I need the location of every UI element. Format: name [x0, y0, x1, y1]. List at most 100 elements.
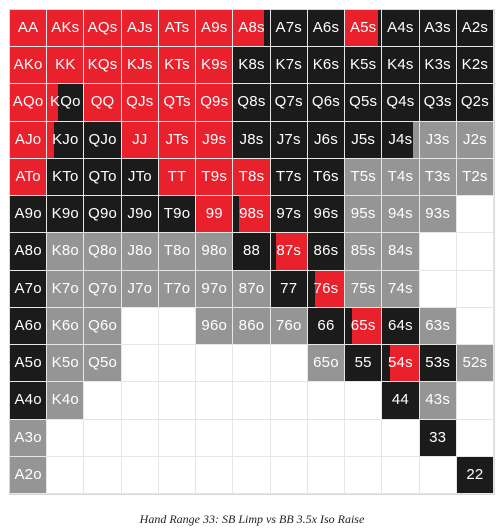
- hand-label: JTs: [165, 131, 188, 148]
- hand-label: A2o: [14, 466, 41, 483]
- hand-label: J7o: [127, 280, 152, 297]
- hand-label: 96o: [201, 317, 227, 334]
- hand-cell-empty: [84, 382, 121, 419]
- hand-label: QTs: [163, 93, 190, 110]
- hand-cell-QTo: QTo: [84, 159, 121, 196]
- hand-cell-QTs: QTs: [159, 84, 196, 121]
- hand-cell-JTo: JTo: [122, 159, 159, 196]
- hand-label: KQo: [50, 93, 81, 110]
- hand-label: JTo: [128, 168, 152, 185]
- hand-cell-Q4s: Q4s: [382, 84, 419, 121]
- hand-label: 74s: [388, 280, 413, 297]
- hand-label: 87o: [239, 280, 265, 297]
- hand-label: A6o: [14, 317, 41, 334]
- hand-cell-QJo: QJo: [84, 122, 121, 159]
- hand-cell-empty: [345, 457, 382, 494]
- hand-label: 76o: [276, 317, 302, 334]
- hand-cell-J4s: J4s: [382, 122, 419, 159]
- hand-cell-A8s: A8s: [233, 10, 270, 47]
- hand-cell-97o: 97o: [196, 271, 233, 308]
- hand-label: Q9o: [88, 205, 117, 222]
- hand-label: 88: [243, 242, 260, 259]
- hand-cell-KJo: KJo: [47, 122, 84, 159]
- hand-cell-ATs: ATs: [159, 10, 196, 47]
- figure-caption: Hand Range 33: SB Limp vs BB 3.5x Iso Ra…: [0, 512, 504, 527]
- hand-cell-empty: [457, 233, 494, 270]
- hand-label: T7o: [164, 280, 190, 297]
- hand-label: 97s: [276, 205, 301, 222]
- hand-label: K5o: [52, 354, 79, 371]
- hand-label: 85s: [351, 242, 376, 259]
- hand-cell-K5o: K5o: [47, 345, 84, 382]
- hand-label: K8s: [238, 56, 264, 73]
- hand-label: QTo: [89, 168, 117, 185]
- hand-cell-K8o: K8o: [47, 233, 84, 270]
- hand-cell-65o: 65o: [308, 345, 345, 382]
- hand-cell-empty: [233, 457, 270, 494]
- hand-cell-K7o: K7o: [47, 271, 84, 308]
- hand-cell-empty: [420, 271, 457, 308]
- hand-cell-AJo: AJo: [10, 122, 47, 159]
- hand-range-grid: AA AKs AQs AJs ATs A9s A8s A7s A6s A5s A4s A3s A2s AK…: [10, 10, 494, 494]
- hand-cell-empty: [159, 345, 196, 382]
- hand-label: 86s: [314, 242, 339, 259]
- hand-cell-K6o: K6o: [47, 308, 84, 345]
- hand-cell-fill: [233, 196, 238, 232]
- hand-label: J2s: [463, 131, 487, 148]
- hand-label: KQs: [88, 56, 118, 73]
- hand-label: KK: [55, 56, 75, 73]
- hand-label: AA: [18, 19, 38, 36]
- hand-cell-empty: [122, 345, 159, 382]
- hand-cell-J8o: J8o: [122, 233, 159, 270]
- hand-label: T5s: [350, 168, 376, 185]
- hand-label: 87s: [276, 242, 301, 259]
- hand-label: J5s: [351, 131, 375, 148]
- hand-cell-K7s: K7s: [271, 47, 308, 84]
- hand-cell-KTo: KTo: [47, 159, 84, 196]
- hand-cell-empty: [271, 420, 308, 457]
- hand-cell-QQ: QQ: [84, 84, 121, 121]
- hand-label: K3s: [424, 56, 450, 73]
- hand-cell-K5s: K5s: [345, 47, 382, 84]
- hand-label: K7s: [275, 56, 301, 73]
- hand-cell-A7o: A7o: [10, 271, 47, 308]
- hand-label: Q9s: [200, 93, 228, 110]
- hand-cell-empty: [122, 457, 159, 494]
- hand-label: Q7o: [88, 280, 117, 297]
- hand-cell-empty: [457, 308, 494, 345]
- hand-cell-A3s: A3s: [420, 10, 457, 47]
- hand-cell-84s: 84s: [382, 233, 419, 270]
- hand-cell-ATo: ATo: [10, 159, 47, 196]
- hand-cell-97s: 97s: [271, 196, 308, 233]
- hand-cell-J3s: J3s: [420, 122, 457, 159]
- hand-cell-43s: 43s: [420, 382, 457, 419]
- hand-cell-K8s: K8s: [233, 47, 270, 84]
- hand-label: 96s: [314, 205, 339, 222]
- hand-cell-86s: 86s: [308, 233, 345, 270]
- hand-cell-A6o: A6o: [10, 308, 47, 345]
- hand-label: QQ: [91, 93, 115, 110]
- hand-label: AKo: [14, 56, 43, 73]
- hand-cell-44: 44: [382, 382, 419, 419]
- hand-cell-empty: [420, 233, 457, 270]
- hand-cell-empty: [345, 382, 382, 419]
- hand-cell-empty: [159, 382, 196, 419]
- hand-cell-Q5s: Q5s: [345, 84, 382, 121]
- hand-cell-T5s: T5s: [345, 159, 382, 196]
- hand-cell-93s: 93s: [420, 196, 457, 233]
- hand-label: K6s: [313, 56, 339, 73]
- hand-label: KJo: [52, 131, 78, 148]
- hand-cell-JJ: JJ: [122, 122, 159, 159]
- hand-cell-empty: [122, 420, 159, 457]
- hand-cell-76o: 76o: [271, 308, 308, 345]
- hand-cell-empty: [159, 457, 196, 494]
- hand-label: 75s: [351, 280, 376, 297]
- hand-label: Q8s: [237, 93, 265, 110]
- hand-cell-74s: 74s: [382, 271, 419, 308]
- hand-label: 65o: [313, 354, 339, 371]
- hand-label: JJ: [132, 131, 147, 148]
- hand-cell-empty: [457, 271, 494, 308]
- hand-cell-T4s: T4s: [382, 159, 419, 196]
- hand-cell-Q5o: Q5o: [84, 345, 121, 382]
- hand-label: QJs: [126, 93, 153, 110]
